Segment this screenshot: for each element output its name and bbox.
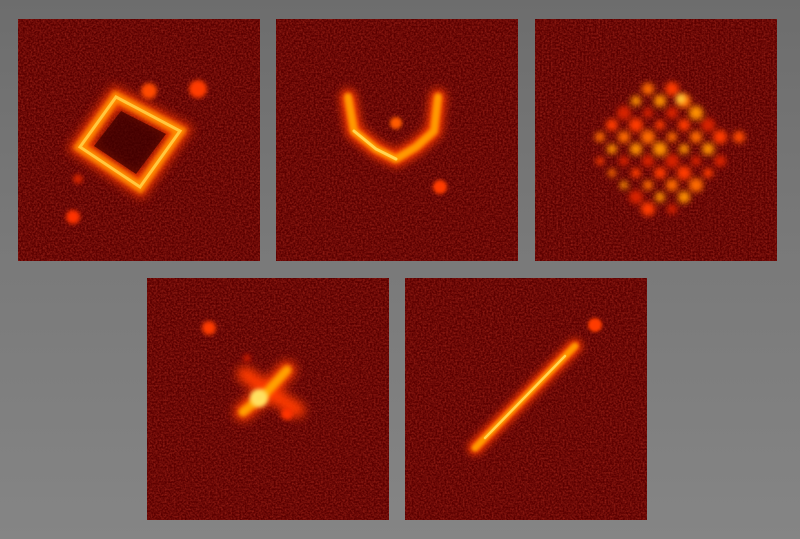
panel-x-cross [147, 278, 389, 520]
panel-tilted-square [18, 19, 260, 261]
lattice-dot [629, 118, 643, 132]
lattice-dot [642, 155, 654, 167]
lattice-dot [703, 168, 713, 178]
lattice-dot [713, 130, 727, 144]
lattice-dot [617, 106, 631, 120]
y-glyph-image [276, 19, 518, 261]
lattice-dot [690, 131, 702, 143]
glow-spot [66, 210, 80, 224]
lattice-dot [655, 192, 665, 202]
lattice-dot [642, 83, 654, 95]
lattice-dot [701, 118, 715, 132]
lattice-dot [714, 155, 726, 167]
panel-y-glyph [276, 19, 518, 261]
lattice-dot [596, 157, 604, 165]
panel-dot-lattice [535, 19, 777, 261]
lattice-dot [691, 156, 701, 166]
lattice-dot [665, 82, 679, 96]
lattice-dot [677, 166, 691, 180]
lattice-dot [631, 168, 641, 178]
lattice-dot [667, 204, 677, 214]
lattice-dot [689, 106, 703, 120]
lattice-dot [666, 107, 678, 119]
lattice-dot [678, 119, 690, 131]
lattice-dot [667, 132, 677, 142]
lattice-dot [654, 95, 666, 107]
lattice-dot [606, 119, 618, 131]
glow-spot [243, 354, 251, 362]
glow-spot [73, 174, 83, 184]
lattice-dot [689, 178, 703, 192]
lattice-dot [618, 131, 630, 143]
glow-spot [281, 408, 293, 420]
glow-spot [202, 321, 216, 335]
lattice-dot [702, 143, 714, 155]
lattice-dot [595, 132, 605, 142]
lattice-dot [620, 181, 628, 189]
panel-diagonal-line [405, 278, 647, 520]
lattice-dot [608, 169, 616, 177]
lattice-dot [607, 144, 617, 154]
lattice-dot [665, 154, 679, 168]
lattice-dot [679, 144, 689, 154]
lattice-dot [655, 120, 665, 130]
glow-spot [433, 180, 447, 194]
lattice-dot [666, 179, 678, 191]
glow-spot [588, 318, 602, 332]
lattice-dot [653, 142, 667, 156]
x-cross-image [147, 278, 389, 520]
lattice-dot [643, 180, 653, 190]
dot-lattice-image [535, 19, 777, 261]
lattice-dot [630, 143, 642, 155]
lattice-dot [643, 108, 653, 118]
diagonal-line-image [405, 278, 647, 520]
lattice-dot [631, 96, 641, 106]
lattice-dot [629, 190, 643, 204]
lattice-dot [641, 202, 655, 216]
glow-spot [141, 83, 157, 99]
tilted-square-image [18, 19, 260, 261]
lattice-dot [678, 191, 690, 203]
lattice-dot [641, 130, 655, 144]
glow-spot [189, 80, 207, 98]
glow-spot [390, 117, 402, 129]
lattice-dot [654, 167, 666, 179]
lattice-dot [619, 156, 629, 166]
